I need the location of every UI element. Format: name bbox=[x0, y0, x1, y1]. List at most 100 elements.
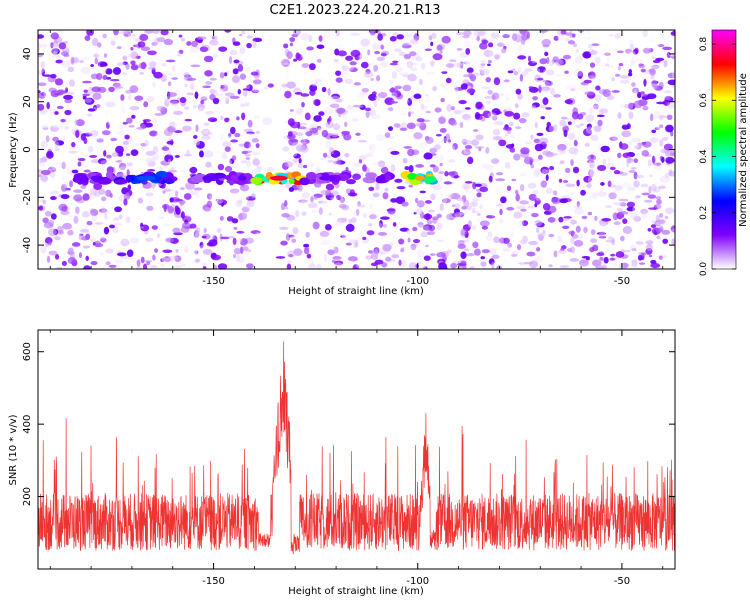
heatmap-cell bbox=[238, 143, 245, 147]
heatmap-cell bbox=[38, 34, 45, 39]
heatmap-cell bbox=[555, 73, 566, 77]
heatmap-cell bbox=[589, 168, 597, 177]
heatmap-cell bbox=[496, 42, 505, 47]
heatmap-cell bbox=[193, 134, 198, 139]
heatmap-cell bbox=[179, 67, 185, 76]
heatmap-cell bbox=[597, 164, 607, 171]
heatmap-cell bbox=[193, 187, 203, 191]
heatmap-cell bbox=[373, 40, 379, 46]
heatmap-cell bbox=[55, 59, 64, 64]
heatmap-cell bbox=[600, 182, 605, 186]
heatmap-cell bbox=[582, 51, 592, 59]
heatmap-cell bbox=[134, 95, 144, 101]
heatmap-cell bbox=[167, 255, 176, 263]
heatmap-cell bbox=[573, 101, 582, 109]
heatmap-cell bbox=[120, 94, 125, 101]
heatmap-cell bbox=[402, 42, 412, 49]
heatmap-cell bbox=[630, 167, 637, 170]
heatmap-cell bbox=[619, 143, 629, 150]
heatmap-cell bbox=[174, 130, 183, 133]
heatmap-cell bbox=[509, 147, 516, 153]
heatmap-cell bbox=[142, 263, 148, 269]
heatmap-cell bbox=[179, 97, 187, 104]
heatmap-cell bbox=[294, 114, 303, 119]
heatmap-signal-cell bbox=[106, 170, 113, 179]
heatmap-cell bbox=[665, 124, 674, 133]
heatmap-cell bbox=[557, 35, 566, 41]
heatmap-cell bbox=[441, 198, 451, 204]
heatmap-cell bbox=[321, 129, 329, 138]
heatmap-cell bbox=[54, 78, 64, 86]
heatmap-cell bbox=[139, 33, 149, 42]
heatmap-cell bbox=[404, 99, 410, 103]
heatmap-cell bbox=[194, 231, 202, 239]
heatmap-cell bbox=[489, 211, 497, 217]
heatmap-cell bbox=[179, 199, 184, 207]
heatmap-cell bbox=[619, 202, 627, 207]
heatmap-cell bbox=[186, 92, 194, 96]
heatmap-cell bbox=[611, 237, 615, 246]
heatmap-cell bbox=[322, 152, 328, 158]
heatmap-cell bbox=[287, 118, 295, 126]
heatmap-cell bbox=[69, 79, 75, 87]
heatmap-cell bbox=[659, 130, 665, 136]
heatmap-cell bbox=[415, 75, 421, 80]
heatmap-cell bbox=[582, 168, 586, 177]
heatmap-cell bbox=[334, 246, 339, 254]
heatmap-cell bbox=[339, 190, 345, 199]
heatmap-cell bbox=[661, 156, 665, 163]
heatmap-cell bbox=[292, 158, 298, 163]
heatmap-cell bbox=[356, 203, 360, 209]
heatmap-cell bbox=[296, 54, 303, 61]
heatmap-cell bbox=[52, 136, 59, 142]
heatmap-cell bbox=[491, 254, 500, 260]
heatmap-cell bbox=[332, 256, 342, 260]
heatmap-cell bbox=[248, 142, 254, 150]
heatmap-cell bbox=[575, 49, 580, 53]
heatmap-cell bbox=[197, 103, 205, 111]
heatmap-cell bbox=[609, 166, 616, 171]
heatmap-cell bbox=[84, 35, 91, 42]
heatmap-cell bbox=[41, 44, 47, 48]
heatmap-cell bbox=[105, 68, 113, 75]
heatmap-cell bbox=[420, 106, 428, 110]
heatmap-cell bbox=[462, 61, 471, 65]
heatmap-cell bbox=[622, 226, 633, 234]
heatmap-cell bbox=[246, 131, 255, 135]
heatmap-cell bbox=[573, 43, 578, 47]
heatmap-cell bbox=[313, 78, 322, 84]
heatmap-cell bbox=[349, 239, 356, 245]
heatmap-cell bbox=[592, 244, 599, 252]
heatmap-cell bbox=[143, 101, 149, 108]
heatmap-cell bbox=[434, 144, 441, 150]
heatmap-cell bbox=[316, 125, 322, 130]
heatmap-cell bbox=[513, 112, 521, 120]
heatmap-cell bbox=[444, 170, 449, 177]
heatmap-cell bbox=[450, 120, 458, 126]
heatmap-cell bbox=[109, 224, 116, 229]
heatmap-cell bbox=[370, 146, 378, 151]
heatmap-cell bbox=[654, 203, 662, 209]
heatmap-cell bbox=[329, 245, 333, 249]
heatmap-cell bbox=[196, 156, 201, 162]
heatmap-cell bbox=[236, 254, 241, 262]
heatmap-cell bbox=[654, 127, 660, 131]
heatmap-cell bbox=[570, 191, 574, 196]
heatmap-cell bbox=[106, 110, 116, 116]
heatmap-cell bbox=[300, 32, 310, 41]
heatmap-cell bbox=[590, 134, 599, 142]
heatmap-cell bbox=[671, 71, 675, 79]
heatmap-cell bbox=[468, 127, 473, 134]
heatmap-cell bbox=[119, 125, 124, 132]
heatmap-cell bbox=[125, 128, 132, 133]
heatmap-cell bbox=[659, 213, 664, 218]
heatmap-cell bbox=[110, 245, 116, 249]
heatmap-cell bbox=[355, 261, 365, 269]
heatmap-cell bbox=[149, 265, 158, 269]
heatmap-cell bbox=[47, 166, 57, 173]
heatmap-cell bbox=[514, 203, 520, 212]
heatmap-cell bbox=[205, 161, 212, 168]
heatmap-cell bbox=[369, 109, 376, 116]
heatmap-cell bbox=[374, 50, 381, 55]
heatmap-cell bbox=[485, 146, 490, 154]
